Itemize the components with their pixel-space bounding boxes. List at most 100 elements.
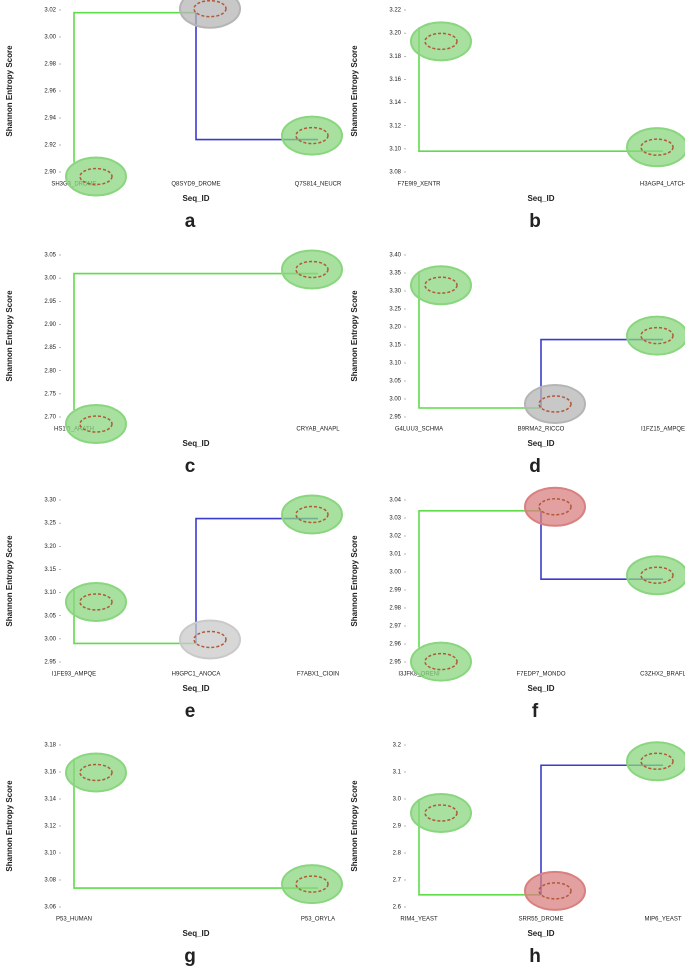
panel-letter: f: [532, 701, 539, 722]
structure: [179, 0, 241, 29]
structure: [281, 494, 343, 535]
structure: [410, 793, 472, 833]
y-axis-label: Shannon Entropy Score: [350, 290, 359, 382]
x-tick-label: I1FZ15_AMPQE: [641, 427, 685, 433]
y-axis-label: Shannon Entropy Score: [5, 290, 14, 382]
x-tick-label: C3ZHX2_BRAFL: [640, 672, 685, 678]
y-tick-label: 3.2: [393, 743, 402, 749]
y-tick-label: 3.03: [389, 516, 401, 522]
structure: [410, 21, 472, 62]
structure-core: [295, 875, 329, 893]
link-line: [73, 758, 318, 889]
structure-core: [640, 326, 674, 345]
y-tick-label: 3.20: [389, 325, 401, 331]
y-tick-label: 3.02: [44, 8, 56, 14]
y-axis-label: Shannon Entropy Score: [5, 780, 14, 872]
structure: [281, 864, 343, 905]
structure: [524, 870, 586, 911]
structure: [65, 156, 127, 197]
y-axis-label: Shannon Entropy Score: [350, 535, 359, 627]
structure-core: [538, 882, 572, 900]
y-axis-label: Shannon Entropy Score: [350, 780, 359, 872]
structure: [524, 486, 586, 527]
y-tick-label: 3.35: [389, 271, 401, 277]
y-tick-label: 3.18: [389, 54, 401, 60]
y-tick-label: 2.75: [44, 391, 56, 397]
link-line: [418, 799, 541, 896]
x-tick-label: P53_HUMAN: [56, 917, 92, 923]
y-tick-label: 3.20: [44, 544, 56, 550]
link-line: [73, 272, 318, 411]
structure: [410, 265, 472, 306]
y-tick-label: 3.08: [44, 878, 56, 884]
y-tick-label: 2.99: [389, 588, 401, 594]
y-tick-label: 3.18: [44, 743, 56, 749]
y-tick-label: 3.06: [44, 905, 56, 911]
y-tick-label: 3.14: [44, 797, 56, 803]
x-tick-label: I1FE93_AMPQE: [52, 672, 96, 678]
y-tick-label: 3.0: [393, 797, 402, 803]
structure: [626, 315, 685, 356]
y-axis-label: Shannon Entropy Score: [5, 535, 14, 627]
y-tick-label: 3.12: [44, 824, 56, 830]
x-tick-label: F7E9I9_XENTR: [397, 182, 441, 188]
structure-core: [640, 752, 674, 770]
x-tick-label: MIP6_YEAST: [644, 917, 681, 923]
structure: [179, 619, 241, 660]
structure-core: [295, 260, 329, 279]
structure-core: [193, 0, 227, 18]
y-tick-label: 2.9: [393, 824, 402, 830]
y-tick-label: 3.10: [44, 851, 56, 857]
structure: [410, 641, 472, 682]
y-tick-label: 3.00: [389, 570, 401, 576]
y-tick-label: 2.70: [44, 415, 56, 421]
y-tick-label: 2.8: [393, 851, 402, 857]
structure-core: [538, 395, 572, 413]
structure: [65, 752, 127, 793]
y-tick-label: 3.05: [44, 253, 56, 259]
x-tick-label: G4LUU3_SCHMA: [395, 427, 443, 433]
panel-letter: a: [185, 211, 196, 232]
y-tick-label: 3.04: [389, 498, 401, 504]
y-tick-label: 2.7: [393, 878, 402, 884]
y-tick-label: 3.08: [389, 170, 401, 176]
structure-core: [640, 138, 674, 156]
structure: [65, 581, 127, 622]
x-tick-label: F7ABX1_CIOIN: [297, 672, 339, 678]
link-line: [418, 271, 541, 409]
y-tick-label: 3.05: [44, 613, 56, 619]
y-tick-label: 3.12: [389, 123, 401, 129]
x-axis-label: Seq_ID: [182, 929, 209, 938]
structure-core: [424, 32, 458, 51]
y-tick-label: 3.30: [389, 289, 401, 295]
x-tick-label: Q7S814_NEUCR: [295, 182, 342, 188]
y-tick-label: 2.94: [44, 116, 56, 122]
structure-core: [79, 167, 113, 186]
y-tick-label: 3.15: [44, 567, 56, 573]
structure-core: [424, 652, 458, 671]
link-line: [418, 27, 663, 152]
structure: [65, 404, 127, 445]
y-tick-label: 3.15: [389, 343, 401, 349]
link-line: [540, 338, 663, 408]
x-axis-label: Seq_ID: [182, 684, 209, 693]
structure-core: [79, 415, 113, 433]
x-tick-label: F7EDP7_MONDO: [516, 672, 565, 678]
y-tick-label: 3.1: [393, 770, 402, 776]
y-tick-label: 3.00: [389, 397, 401, 403]
y-tick-label: 3.01: [389, 552, 401, 558]
panel-letter: d: [529, 456, 541, 477]
x-tick-label: Q8SYD9_DROME: [171, 182, 220, 188]
y-tick-label: 2.90: [44, 170, 56, 176]
y-tick-label: 3.00: [44, 276, 56, 282]
y-tick-label: 2.6: [393, 905, 402, 911]
structure-core: [79, 593, 113, 611]
y-axis-label: Shannon Entropy Score: [350, 45, 359, 137]
link-line: [73, 11, 196, 163]
structure-core: [295, 126, 329, 145]
panel-letter: b: [529, 211, 541, 232]
y-tick-label: 3.16: [389, 77, 401, 83]
y-tick-label: 2.98: [389, 606, 401, 612]
y-tick-label: 2.97: [389, 624, 401, 630]
y-tick-label: 3.10: [389, 146, 401, 152]
